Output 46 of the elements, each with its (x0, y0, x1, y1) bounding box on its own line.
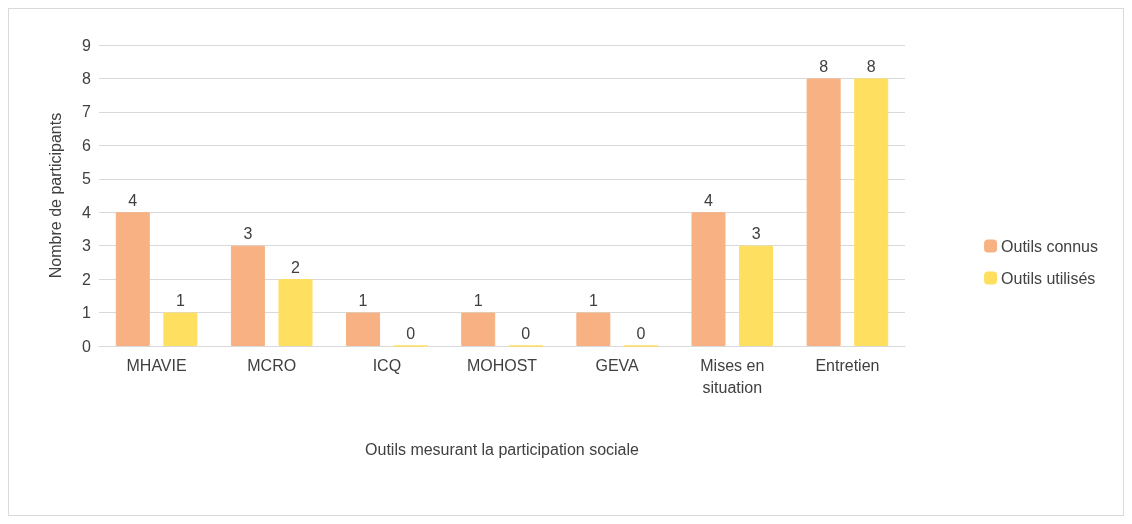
data-label: 1 (175, 292, 185, 310)
bar (278, 279, 313, 346)
bar (163, 312, 198, 346)
y-tick-label: 7 (82, 103, 92, 121)
bar (346, 312, 381, 346)
bar (230, 245, 265, 346)
bar (854, 78, 889, 346)
x-tick-label: MOHOST (466, 356, 538, 374)
data-label: 0 (636, 325, 646, 342)
bar (115, 212, 150, 346)
y-tick-label: 3 (82, 237, 92, 255)
y-tick-label: 0 (82, 337, 92, 355)
legend-label: Outils connus (1001, 237, 1098, 255)
data-label: 8 (866, 57, 876, 75)
y-tick-label: 5 (82, 170, 92, 188)
data-label: 3 (751, 225, 761, 243)
x-tick-label: MHAVIE (126, 356, 187, 374)
data-label: 0 (406, 325, 416, 342)
x-tick-label: Entretien (815, 356, 880, 374)
x-tick-label: MCRO (247, 356, 297, 374)
data-label: 1 (358, 292, 368, 310)
y-tick-label: 9 (82, 36, 92, 54)
y-tick-label: 1 (82, 304, 92, 322)
data-label: 1 (473, 292, 483, 310)
y-tick-label: 6 (82, 136, 92, 154)
data-label: 4 (704, 191, 714, 209)
y-tick-label: 2 (82, 270, 92, 288)
x-axis-title: Outils mesurant la participation sociale (365, 440, 640, 458)
x-tick-label: ICQ (372, 356, 402, 374)
data-label: 2 (291, 258, 301, 276)
y-tick-label: 8 (82, 69, 92, 87)
legend-label: Outils utilisés (1001, 269, 1096, 287)
bar (461, 312, 496, 346)
x-tick-label: Mises en situation (700, 356, 765, 396)
data-label: 8 (819, 57, 829, 75)
bar (739, 245, 774, 346)
y-axis-title: Nombre de participants (46, 112, 64, 279)
bar (576, 312, 611, 346)
data-label: 3 (243, 225, 253, 243)
data-label: 1 (588, 292, 598, 310)
data-label: 4 (128, 191, 138, 209)
bar (806, 78, 841, 346)
y-tick-label: 4 (82, 203, 92, 221)
x-tick-label: GEVA (595, 356, 640, 374)
bar (691, 212, 726, 346)
data-label: 0 (521, 325, 531, 342)
